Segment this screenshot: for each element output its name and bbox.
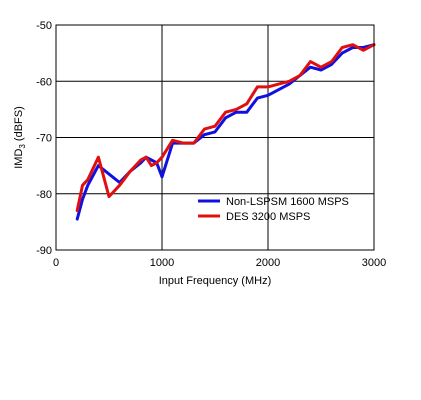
y-tick-label: -50 — [36, 20, 52, 32]
series-lines — [75, 43, 376, 221]
y-axis-label: IMD3 (dBFS) — [13, 106, 27, 169]
y-tick-label: -90 — [36, 245, 52, 257]
series-line-1 — [75, 43, 376, 213]
x-tick-label: 2000 — [256, 257, 280, 269]
y-axis-label-subscript: 3 — [18, 144, 27, 149]
y-tick-labels: -90 -80 -70 -60 -50 — [36, 20, 52, 257]
y-tick-label: -60 — [36, 76, 52, 88]
y-axis-label-main: IMD — [13, 149, 25, 169]
x-tick-label: 3000 — [362, 257, 386, 269]
y-tick-label: -70 — [36, 133, 52, 145]
x-axis-label: Input Frequency (MHz) — [159, 275, 271, 287]
legend: Non-LSPSM 1600 MSPS DES 3200 MSPS — [198, 196, 349, 223]
x-tick-label: 1000 — [150, 257, 174, 269]
x-tick-labels: 0 1000 2000 3000 — [53, 257, 386, 269]
legend-entry-des: DES 3200 MSPS — [226, 211, 310, 223]
series-line-0 — [75, 43, 376, 221]
plot-frame — [55, 24, 375, 251]
legend-entry-non-lspsm: Non-LSPSM 1600 MSPS — [226, 196, 349, 208]
y-tick-label: -80 — [36, 189, 52, 201]
x-tick-label: 0 — [53, 257, 59, 269]
y-axis-label-suffix: (dBFS) — [13, 106, 25, 144]
